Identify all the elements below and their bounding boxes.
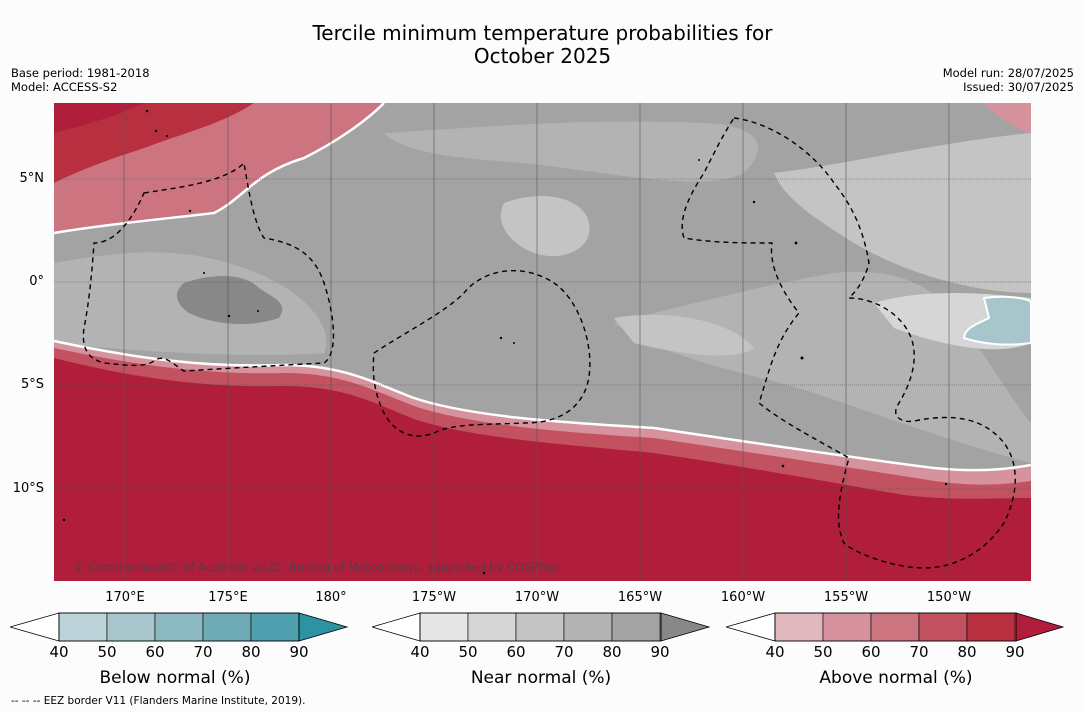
colorbar-below-swatch-4 — [250, 612, 300, 642]
graticule — [54, 103, 1031, 581]
lat-label-5n: 5°N — [19, 171, 45, 186]
lon-label-170e: 170°E — [105, 590, 145, 605]
colorbar-above-label: Above normal (%) — [819, 668, 973, 688]
above-normal-south-boundary — [54, 339, 1031, 472]
colorbar-above-swatch-0 — [774, 612, 824, 642]
colorbar-below-tick-60: 60 — [145, 643, 165, 661]
above-normal-ne — [984, 103, 1031, 133]
colorbar-above-tick-60: 60 — [861, 643, 881, 661]
colorbar-near-swatch-0 — [419, 612, 469, 642]
colorbar-near-tick-80: 80 — [602, 643, 622, 661]
colorbar-above-swatch-2 — [870, 612, 920, 642]
lat-label-5s: 5°S — [20, 377, 44, 392]
colorbar-above-tick-40: 40 — [765, 643, 785, 661]
colorbar-near-swatch-4 — [611, 612, 661, 642]
near-normal-60-patch-south — [614, 314, 754, 356]
colorbar-near-swatch-3 — [563, 612, 613, 642]
colorbar-above-tick-90: 90 — [1005, 643, 1025, 661]
colorbar-below-swatch-0 — [58, 612, 108, 642]
colorbar-near-tick-90: 90 — [650, 643, 670, 661]
copyright-notice: © Commonwealth of Australia 2025, Bureau… — [74, 560, 559, 574]
colorbar-below-tick-50: 50 — [97, 643, 117, 661]
colorbar-below-tick-80: 80 — [241, 643, 261, 661]
colorbar-near-tick-40: 40 — [410, 643, 430, 661]
colorbar-below-swatches — [58, 612, 300, 642]
colorbar-near-tick-70: 70 — [554, 643, 574, 661]
probability-map — [54, 103, 1031, 581]
colorbar-above-normal — [726, 612, 1065, 642]
lon-label-160w: 160°W — [720, 590, 766, 605]
colorbar-below-normal — [10, 612, 349, 642]
colorbar-below-swatch-2 — [154, 612, 204, 642]
map-canvas — [54, 103, 1031, 581]
colorbar-below-swatch-1 — [106, 612, 156, 642]
title-line-2: October 2025 — [473, 44, 612, 68]
colorbar-near-normal — [372, 612, 711, 642]
base-period: Base period: 1981-2018 — [11, 66, 150, 80]
map-title: Tercile minimum temperature probabilitie… — [0, 22, 1085, 68]
eez-legend-note: -- -- -- EEZ border V11 (Flanders Marine… — [11, 695, 306, 707]
above-normal-nw-boundary — [54, 103, 385, 235]
lon-label-170w: 170°W — [514, 590, 560, 605]
above-normal-nw-90 — [54, 103, 144, 133]
colorbar-above-swatches — [774, 612, 1016, 642]
colorbar-below-swatch-3 — [202, 612, 252, 642]
lon-label-175e: 175°E — [208, 590, 248, 605]
colorbar-above-swatch-4 — [966, 612, 1016, 642]
colorbar-near-tick-60: 60 — [506, 643, 526, 661]
colorbar-above-swatch-3 — [918, 612, 968, 642]
islands — [62, 109, 948, 575]
near-normal-60-patch-center — [500, 195, 590, 257]
lon-label-165w: 165°W — [617, 590, 663, 605]
colorbar-below-tick-90: 90 — [289, 643, 309, 661]
lon-label-155w: 155°W — [823, 590, 869, 605]
lon-label-175w: 175°W — [411, 590, 457, 605]
colorbar-near-swatch-1 — [467, 612, 517, 642]
colorbar-near-label: Near normal (%) — [470, 668, 612, 688]
colorbar-below-tick-70: 70 — [193, 643, 213, 661]
colorbar-near-tick-50: 50 — [458, 643, 478, 661]
lat-label-10s: 10°S — [12, 481, 44, 496]
colorbar-near-swatches — [419, 612, 661, 642]
colorbar-below-tick-40: 40 — [49, 643, 69, 661]
near-normal-70-patch-north — [384, 121, 759, 182]
lon-label-150w: 150°W — [926, 590, 972, 605]
eez-borders — [82, 117, 1016, 569]
lat-label-0: 0° — [29, 274, 44, 289]
colorbar-above-tick-50: 50 — [813, 643, 833, 661]
colorbar-near-swatch-2 — [515, 612, 565, 642]
near-normal-60-patch-ne — [774, 133, 1031, 293]
lon-label-180: 180° — [315, 590, 347, 605]
title-line-1: Tercile minimum temperature probabilitie… — [312, 21, 773, 45]
colorbar-below-label: Below normal (%) — [99, 668, 251, 688]
run-info-right: Model run: 28/07/2025 Issued: 30/07/2025 — [943, 66, 1074, 94]
model-run: Model run: 28/07/2025 — [942, 66, 1074, 80]
above-normal-nw-80 — [54, 103, 254, 183]
run-info-left: Base period: 1981-2018 Model: ACCESS-S2 — [11, 66, 150, 94]
near-normal-90-patch — [177, 276, 283, 325]
model-name: Model: ACCESS-S2 — [11, 80, 118, 94]
above-normal-south-90 — [54, 358, 1031, 581]
colorbar-above-tick-70: 70 — [909, 643, 929, 661]
below-normal-patch — [962, 295, 1031, 346]
colorbar-above-tick-80: 80 — [957, 643, 977, 661]
issued-date: Issued: 30/07/2025 — [963, 80, 1074, 94]
colorbar-above-swatch-1 — [822, 612, 872, 642]
